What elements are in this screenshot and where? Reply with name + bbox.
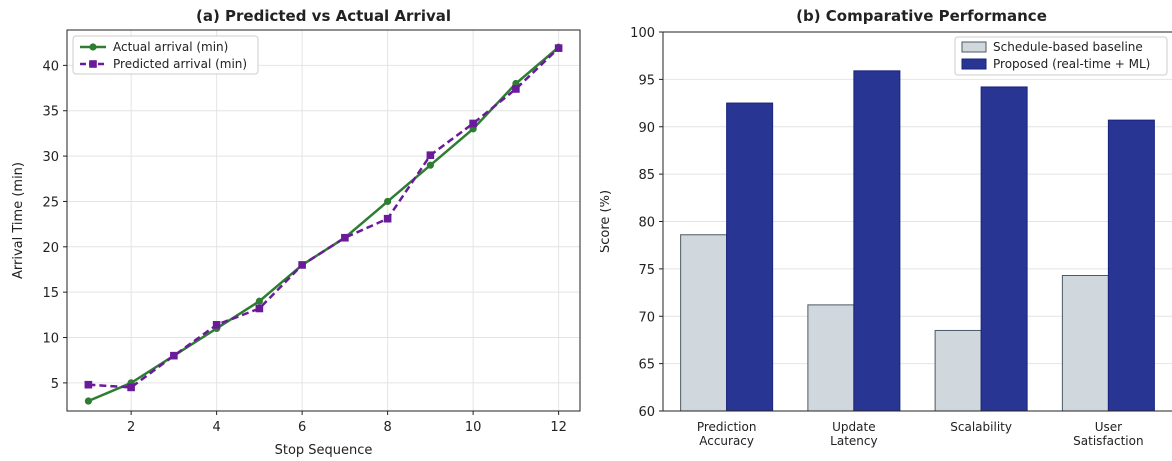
data-point-predicted [554, 44, 563, 52]
legend-box [954, 36, 1168, 76]
y-axis-label: Score (%) [600, 190, 613, 253]
data-point-predicted [84, 380, 93, 389]
x-tick-label: 10 [465, 420, 482, 435]
data-point-predicted [512, 85, 520, 93]
legend-label: Actual arrival (min) [113, 40, 228, 54]
bar-proposed [853, 70, 901, 412]
y-tick-label: 100 [630, 26, 655, 41]
category-label: Update [832, 420, 875, 434]
y-tick-label: 10 [42, 332, 59, 347]
x-tick-label: 2 [127, 420, 135, 435]
data-point-predicted [341, 233, 349, 242]
legend-marker [89, 60, 97, 68]
y-tick-label: 85 [638, 168, 655, 183]
bar-proposed [726, 102, 774, 412]
category-label: Prediction [697, 420, 757, 434]
legend-label: Proposed (real-time + ML) [993, 57, 1150, 71]
plot-frame [66, 29, 581, 412]
y-tick-label: 15 [42, 286, 59, 301]
line-chart-panel: 2 4 6 8 10 12 5 10 15 20 25 30 35 40 (a) Predicted vs … [11, 7, 581, 458]
category-label: Latency [830, 434, 877, 448]
data-point-actual [426, 161, 434, 169]
chart-title: (b) Comparative Performance [796, 7, 1047, 25]
legend-swatch [961, 41, 987, 53]
data-point-actual [255, 297, 263, 305]
data-point-predicted [170, 351, 178, 360]
y-tick-label: 90 [638, 121, 655, 136]
legend-marker [89, 43, 97, 51]
y-tick-label: 75 [638, 263, 655, 278]
y-tick-label: 80 [638, 216, 655, 231]
x-tick-label: 6 [298, 420, 306, 435]
bar-baseline [680, 234, 728, 412]
bar-proposed [980, 86, 1028, 412]
bar-proposed [1107, 119, 1155, 412]
y-axis-label: Arrival Time (min) [11, 162, 26, 279]
y-tick-label: 35 [42, 105, 59, 120]
y-tick-label: 30 [42, 150, 59, 165]
series-line-actual [87, 46, 560, 403]
y-tick-label: 20 [42, 241, 59, 256]
legend-box [72, 35, 259, 75]
y-tick-label: 70 [638, 310, 655, 325]
x-tick-label: 4 [212, 420, 220, 435]
data-point-predicted [426, 151, 435, 159]
legend-swatch [961, 58, 987, 70]
x-tick-label: 12 [550, 420, 567, 435]
chart-title: (a) Predicted vs Actual Arrival [196, 7, 451, 25]
category-label: Accuracy [699, 434, 754, 448]
data-point-predicted [127, 383, 135, 392]
bar-baseline [934, 329, 982, 412]
data-point-actual [84, 397, 92, 405]
data-point-predicted [255, 304, 264, 313]
bar-baseline [1061, 275, 1109, 412]
y-tick-label: 95 [638, 73, 655, 88]
legend-label: Predicted arrival (min) [113, 57, 247, 71]
series-line-predicted [88, 47, 560, 389]
y-tick-label: 60 [638, 405, 655, 420]
y-tick-label: 40 [42, 59, 59, 74]
y-tick-label: 65 [638, 358, 655, 373]
y-tick-label: 5 [51, 377, 59, 392]
data-point-predicted [212, 321, 221, 329]
data-point-predicted [298, 261, 306, 269]
category-label: Scalability [950, 420, 1012, 434]
x-tick-label: 8 [383, 420, 391, 435]
y-tick-label: 25 [42, 195, 59, 210]
bar-baseline [807, 304, 855, 412]
x-axis-label: Stop Sequence [275, 443, 373, 458]
data-point-actual [384, 197, 392, 206]
category-label: Satisfaction [1073, 434, 1143, 448]
data-point-predicted [469, 119, 477, 128]
category-label: User [1095, 420, 1122, 434]
data-point-predicted [383, 214, 392, 223]
legend-label: Schedule-based baseline [993, 40, 1143, 54]
